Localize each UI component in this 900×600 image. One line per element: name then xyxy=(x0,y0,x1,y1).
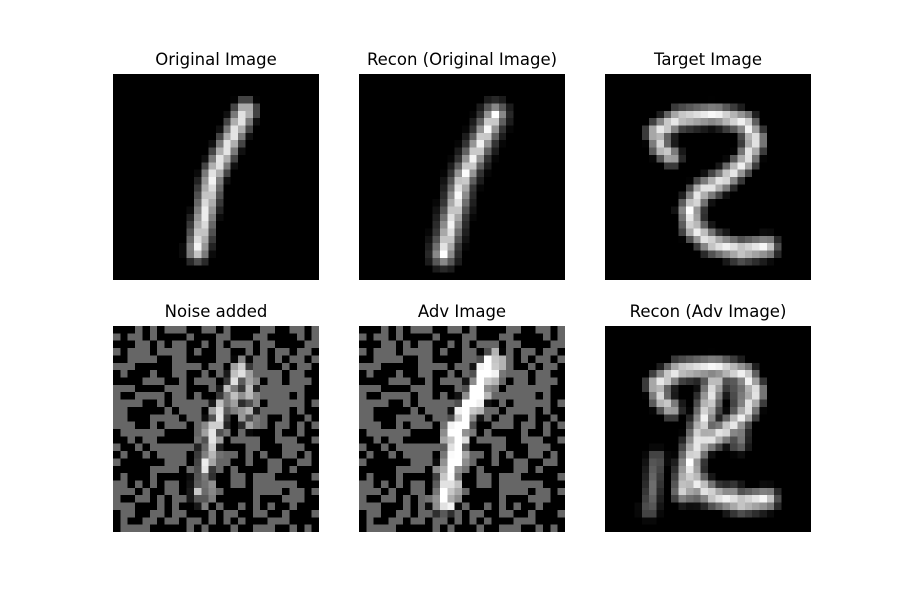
original-image xyxy=(113,74,319,280)
recon-adv-image xyxy=(605,326,811,532)
noise-image xyxy=(113,326,319,532)
panel-title: Noise added xyxy=(164,302,268,321)
panel-title: Original Image xyxy=(155,50,277,69)
target-image xyxy=(605,74,811,280)
panel-title: Adv Image xyxy=(417,302,507,321)
panel-title: Recon (Adv Image) xyxy=(629,302,787,321)
panel-title: Recon (Original Image) xyxy=(366,50,558,69)
adv-image xyxy=(359,326,565,532)
panel-title: Target Image xyxy=(654,50,762,69)
recon-original-image xyxy=(359,74,565,280)
